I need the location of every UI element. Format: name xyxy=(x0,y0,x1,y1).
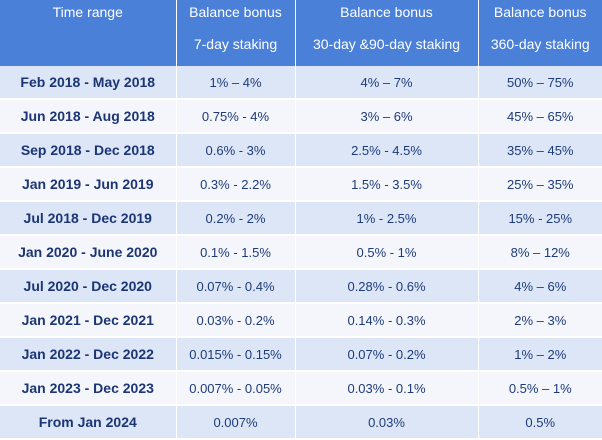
header-360day-line1: Balance bonus xyxy=(479,0,602,21)
table-row: Jan 2019 - Jun 2019 0.3% - 2.2% 1.5% - 3… xyxy=(0,167,602,201)
bonus-30-90day-cell: 0.14% - 0.3% xyxy=(295,303,478,337)
bonus-30-90day-cell: 1% - 2.5% xyxy=(295,201,478,235)
time-range-cell: Jan 2019 - Jun 2019 xyxy=(0,167,176,201)
header-30-90day-line1: Balance bonus xyxy=(296,0,478,21)
bonus-7day-cell: 0.1% - 1.5% xyxy=(176,235,295,269)
time-range-cell: Jan 2022 - Dec 2022 xyxy=(0,337,176,371)
bonus-30-90day-cell: 4% – 7% xyxy=(295,66,478,99)
table-row: Jan 2023 - Dec 2023 0.007% - 0.05% 0.03%… xyxy=(0,371,602,405)
table-row: Jul 2020 - Dec 2020 0.07% - 0.4% 0.28% -… xyxy=(0,269,602,303)
bonus-360day-cell: 25% – 35% xyxy=(478,167,602,201)
time-range-cell: Jul 2020 - Dec 2020 xyxy=(0,269,176,303)
bonus-7day-cell: 0.2% - 2% xyxy=(176,201,295,235)
header-7day-line1: Balance bonus xyxy=(177,0,295,21)
bonus-360day-cell: 50% – 75% xyxy=(478,66,602,99)
table-row: Jan 2021 - Dec 2021 0.03% - 0.2% 0.14% -… xyxy=(0,303,602,337)
table-row: Jun 2018 - Aug 2018 0.75% - 4% 3% – 6% 4… xyxy=(0,99,602,133)
bonus-7day-cell: 0.03% - 0.2% xyxy=(176,303,295,337)
bonus-30-90day-cell: 2.5% - 4.5% xyxy=(295,133,478,167)
header-time-range: Time range xyxy=(0,0,176,66)
table-row: Feb 2018 - May 2018 1% – 4% 4% – 7% 50% … xyxy=(0,66,602,99)
bonus-7day-cell: 0.007% - 0.05% xyxy=(176,371,295,405)
time-range-cell: Jul 2018 - Dec 2019 xyxy=(0,201,176,235)
time-range-cell: Jan 2023 - Dec 2023 xyxy=(0,371,176,405)
table-row: Jul 2018 - Dec 2019 0.2% - 2% 1% - 2.5% … xyxy=(0,201,602,235)
header-7day-line2: 7-day staking xyxy=(177,21,295,53)
bonus-360day-cell: 2% – 3% xyxy=(478,303,602,337)
header-360day: Balance bonus 360-day staking xyxy=(478,0,602,66)
time-range-cell: Jun 2018 - Aug 2018 xyxy=(0,99,176,133)
bonus-360day-cell: 4% – 6% xyxy=(478,269,602,303)
table-row: Sep 2018 - Dec 2018 0.6% - 3% 2.5% - 4.5… xyxy=(0,133,602,167)
time-range-cell: Jan 2020 - June 2020 xyxy=(0,235,176,269)
bonus-30-90day-cell: 0.28% - 0.6% xyxy=(295,269,478,303)
header-time-range-label: Time range xyxy=(0,0,176,21)
header-30-90day-line2: 30-day &90-day staking xyxy=(296,21,478,53)
time-range-cell: Feb 2018 - May 2018 xyxy=(0,66,176,99)
bonus-7day-cell: 0.015% - 0.15% xyxy=(176,337,295,371)
time-range-cell: Sep 2018 - Dec 2018 xyxy=(0,133,176,167)
time-range-cell: Jan 2021 - Dec 2021 xyxy=(0,303,176,337)
bonus-360day-cell: 8% – 12% xyxy=(478,235,602,269)
bonus-360day-cell: 15% - 25% xyxy=(478,201,602,235)
bonus-30-90day-cell: 1.5% - 3.5% xyxy=(295,167,478,201)
bonus-30-90day-cell: 0.03% - 0.1% xyxy=(295,371,478,405)
header-360day-line2: 360-day staking xyxy=(479,21,602,53)
bonus-7day-cell: 0.07% - 0.4% xyxy=(176,269,295,303)
table-row: Jan 2020 - June 2020 0.1% - 1.5% 0.5% - … xyxy=(0,235,602,269)
bonus-7day-cell: 0.3% - 2.2% xyxy=(176,167,295,201)
bonus-360day-cell: 35% – 45% xyxy=(478,133,602,167)
bonus-30-90day-cell: 3% – 6% xyxy=(295,99,478,133)
header-30-90day: Balance bonus 30-day &90-day staking xyxy=(295,0,478,66)
bonus-360day-cell: 45% – 65% xyxy=(478,99,602,133)
bonus-360day-cell: 1% – 2% xyxy=(478,337,602,371)
bonus-7day-cell: 1% – 4% xyxy=(176,66,295,99)
table-row: Jan 2022 - Dec 2022 0.015% - 0.15% 0.07%… xyxy=(0,337,602,371)
bonus-7day-cell: 0.6% - 3% xyxy=(176,133,295,167)
bonus-7day-cell: 0.75% - 4% xyxy=(176,99,295,133)
bonus-30-90day-cell: 0.07% - 0.2% xyxy=(295,337,478,371)
header-row: Time range Balance bonus 7-day staking B… xyxy=(0,0,602,66)
bonus-360day-cell: 0.5% – 1% xyxy=(478,371,602,405)
header-7day: Balance bonus 7-day staking xyxy=(176,0,295,66)
bonus-30-90day-cell: 0.5% - 1% xyxy=(295,235,478,269)
